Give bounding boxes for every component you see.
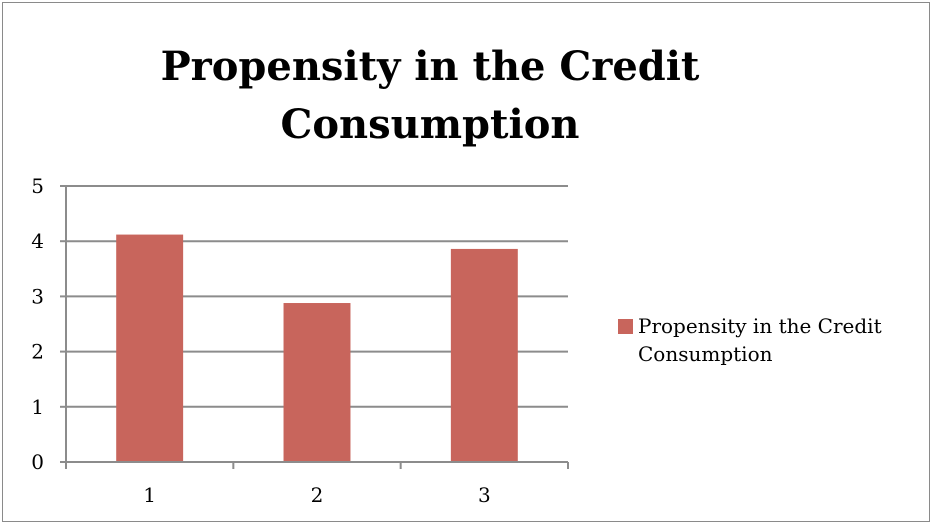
x-tick-label: 1 [143, 483, 156, 507]
y-tick-label: 5 [31, 174, 44, 198]
y-tick-label: 0 [31, 450, 44, 474]
legend-swatch [618, 319, 633, 334]
chart-title: Propensity in the Credit Consumption [160, 43, 700, 148]
axes: 0 1 2 3 4 5 1 2 3 [31, 174, 569, 507]
bar [450, 248, 518, 462]
legend: Propensity in the Credit Consumption [618, 314, 882, 366]
x-tick-label: 3 [478, 483, 491, 507]
y-tick-label: 4 [31, 229, 44, 253]
bars [116, 234, 518, 462]
y-tick-label: 1 [31, 395, 44, 419]
y-tick-label: 3 [31, 284, 44, 308]
y-tick-label: 2 [31, 340, 44, 364]
bar [116, 234, 184, 462]
x-tick-label: 2 [311, 483, 324, 507]
legend-label: Propensity in the Credit Consumption [638, 314, 882, 366]
bar [283, 303, 351, 462]
